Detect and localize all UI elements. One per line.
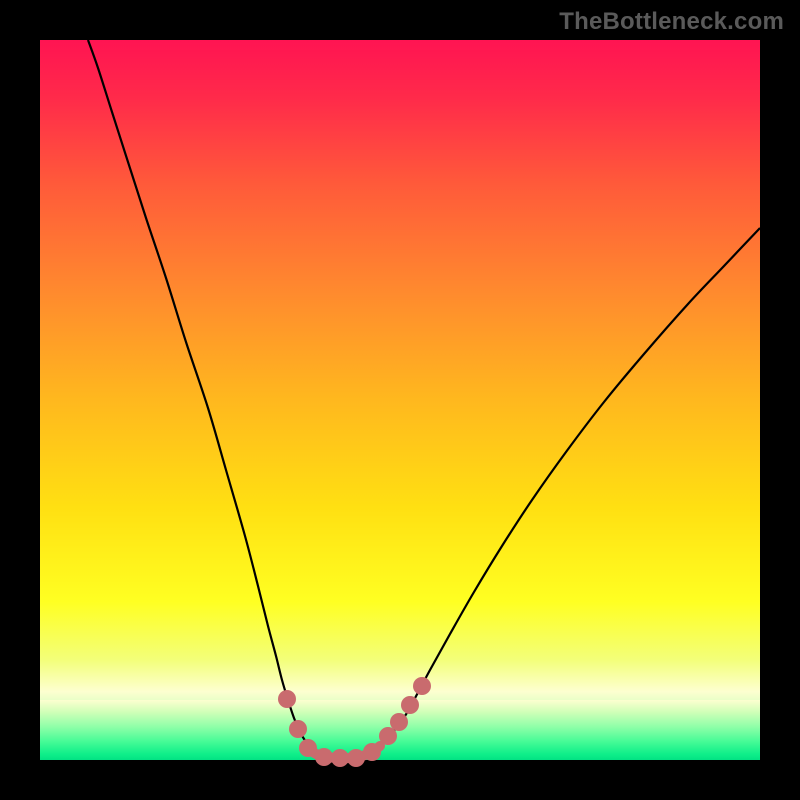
marker-dot	[347, 749, 365, 767]
marker-dot	[363, 743, 381, 761]
marker-dot	[278, 690, 296, 708]
marker-dot	[401, 696, 419, 714]
chart-stage: TheBottleneck.com	[0, 0, 800, 800]
marker-dot	[390, 713, 408, 731]
marker-dot	[379, 727, 397, 745]
marker-dot	[413, 677, 431, 695]
right-curve	[356, 228, 760, 758]
marker-dots	[278, 677, 431, 767]
marker-dot	[289, 720, 307, 738]
marker-dot	[299, 739, 317, 757]
watermark-text: TheBottleneck.com	[559, 8, 784, 36]
left-curve	[88, 40, 330, 758]
curves-layer	[0, 0, 800, 800]
marker-dot	[331, 749, 349, 767]
marker-dot	[315, 748, 333, 766]
